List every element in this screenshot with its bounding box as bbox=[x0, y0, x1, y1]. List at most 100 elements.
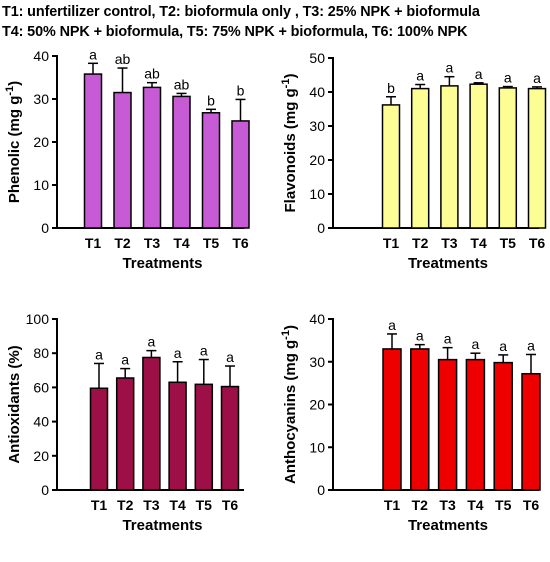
chart-antioxidants: 0 20 40 60 80 100 a T1 a T2 a T3 a T4 a T5 a T6 Treatments… bbox=[6, 311, 244, 534]
significance-letter: a bbox=[95, 346, 103, 362]
bar bbox=[201, 112, 221, 229]
y-tick-label: 100 bbox=[26, 311, 50, 327]
significance-letter: a bbox=[444, 331, 452, 347]
y-tick-label: 80 bbox=[33, 345, 49, 361]
y-tick-label: 20 bbox=[309, 397, 325, 413]
y-tick-label: 40 bbox=[309, 84, 325, 100]
y-axis-title: Antioxidants (%) bbox=[6, 345, 23, 463]
y-axis-title-superscript: -1 bbox=[4, 86, 16, 96]
significance-letter: b bbox=[207, 92, 215, 108]
y-axis-title: Phenolic (mg g-1) bbox=[4, 81, 23, 203]
bar bbox=[113, 91, 132, 229]
y-axis-title-text: Flavonoids (mg g bbox=[282, 88, 299, 212]
y-axis-title-end: ) bbox=[282, 74, 299, 79]
y-tick-label: 30 bbox=[309, 118, 325, 134]
significance-letter: a bbox=[416, 328, 424, 344]
x-tick-label: T2 bbox=[114, 235, 131, 251]
x-tick-label: T3 bbox=[143, 497, 160, 513]
bar bbox=[83, 73, 103, 229]
y-tick-label: 40 bbox=[33, 414, 49, 430]
x-tick-label: T2 bbox=[412, 235, 429, 251]
y-axis-title-text: Antioxidants (%) bbox=[6, 345, 23, 463]
y-tick-label: 0 bbox=[317, 482, 325, 498]
x-tick-label: T3 bbox=[439, 497, 456, 513]
x-tick-label: T4 bbox=[169, 497, 186, 513]
x-axis-title: Treatments bbox=[122, 255, 202, 272]
x-axis-title: Treatments bbox=[408, 255, 488, 272]
y-tick-label: 20 bbox=[309, 152, 325, 168]
y-tick-label: 0 bbox=[41, 220, 49, 236]
x-tick-label: T5 bbox=[196, 497, 213, 513]
y-axis-title-superscript: -1 bbox=[280, 330, 292, 340]
y-axis-title: Anthocyanins (mg g-1) bbox=[280, 325, 299, 484]
bar bbox=[220, 385, 240, 491]
y-axis-title: Flavonoids (mg g-1) bbox=[280, 74, 299, 213]
y-tick-label: 60 bbox=[33, 379, 49, 395]
significance-letter: b bbox=[237, 82, 245, 98]
bar bbox=[440, 85, 459, 229]
bar bbox=[410, 348, 430, 491]
x-tick-label: T2 bbox=[117, 497, 134, 513]
y-axis-title-superscript: -1 bbox=[280, 79, 292, 89]
x-tick-label: T1 bbox=[91, 497, 108, 513]
significance-letter: ab bbox=[144, 66, 160, 82]
bar bbox=[498, 87, 518, 229]
x-tick-label: T5 bbox=[495, 497, 512, 513]
bar bbox=[142, 86, 162, 229]
bar bbox=[194, 383, 214, 491]
significance-letter: a bbox=[475, 66, 483, 82]
bar bbox=[410, 87, 430, 229]
bar bbox=[168, 381, 187, 491]
y-tick-label: 40 bbox=[309, 311, 325, 327]
bar bbox=[231, 120, 250, 229]
significance-letter: a bbox=[446, 60, 454, 76]
x-tick-label: T5 bbox=[203, 235, 220, 251]
significance-letter: a bbox=[388, 317, 396, 333]
significance-letter: b bbox=[387, 80, 395, 96]
x-tick-label: T1 bbox=[384, 497, 401, 513]
y-axis-title-end: ) bbox=[282, 325, 299, 330]
x-tick-label: T6 bbox=[529, 235, 546, 251]
bar bbox=[437, 358, 458, 491]
bar bbox=[493, 361, 513, 491]
x-tick-label: T6 bbox=[222, 497, 239, 513]
y-tick-label: 30 bbox=[309, 354, 325, 370]
significance-letter: a bbox=[148, 334, 156, 350]
y-axis-title-text: Anthocyanins (mg g bbox=[282, 340, 299, 484]
x-tick-label: T2 bbox=[412, 497, 429, 513]
significance-letter: a bbox=[416, 68, 424, 84]
y-tick-label: 50 bbox=[309, 50, 325, 66]
bar bbox=[521, 372, 541, 491]
x-tick-label: T1 bbox=[85, 235, 102, 251]
x-tick-label: T3 bbox=[441, 235, 458, 251]
bar bbox=[115, 377, 135, 491]
y-tick-label: 10 bbox=[33, 177, 49, 193]
caption-line-1: T1: unfertilizer control, T2: bioformula… bbox=[2, 4, 480, 20]
bar bbox=[527, 87, 547, 229]
y-tick-label: 40 bbox=[33, 48, 49, 64]
significance-letter: a bbox=[200, 343, 208, 359]
x-axis-title: Treatments bbox=[122, 517, 202, 534]
significance-letter: ab bbox=[174, 76, 190, 92]
caption-line-2: T4: 50% NPK + bioformula, T5: 75% NPK + … bbox=[2, 24, 468, 40]
y-tick-label: 30 bbox=[33, 91, 49, 107]
chart-flavonoids: 0 10 20 30 40 50 b T1 a T2 a T3 a T4 a T5 a T6 Treatments F… bbox=[280, 50, 547, 272]
y-tick-label: 20 bbox=[33, 134, 49, 150]
x-tick-label: T6 bbox=[523, 497, 540, 513]
x-tick-label: T4 bbox=[173, 235, 190, 251]
x-tick-label: T1 bbox=[383, 235, 400, 251]
significance-letter: a bbox=[504, 70, 512, 86]
x-tick-label: T6 bbox=[232, 235, 249, 251]
significance-letter: a bbox=[174, 345, 182, 361]
significance-letter: a bbox=[499, 338, 507, 354]
y-tick-label: 0 bbox=[41, 482, 49, 498]
figure-caption: T1: unfertilizer control, T2: bioformula… bbox=[2, 2, 550, 42]
bar bbox=[381, 104, 401, 229]
x-tick-label: T5 bbox=[500, 235, 517, 251]
y-tick-label: 10 bbox=[309, 439, 325, 455]
x-tick-label: T3 bbox=[144, 235, 161, 251]
bar bbox=[172, 95, 191, 229]
y-tick-label: 10 bbox=[309, 186, 325, 202]
significance-letter: a bbox=[226, 349, 234, 365]
